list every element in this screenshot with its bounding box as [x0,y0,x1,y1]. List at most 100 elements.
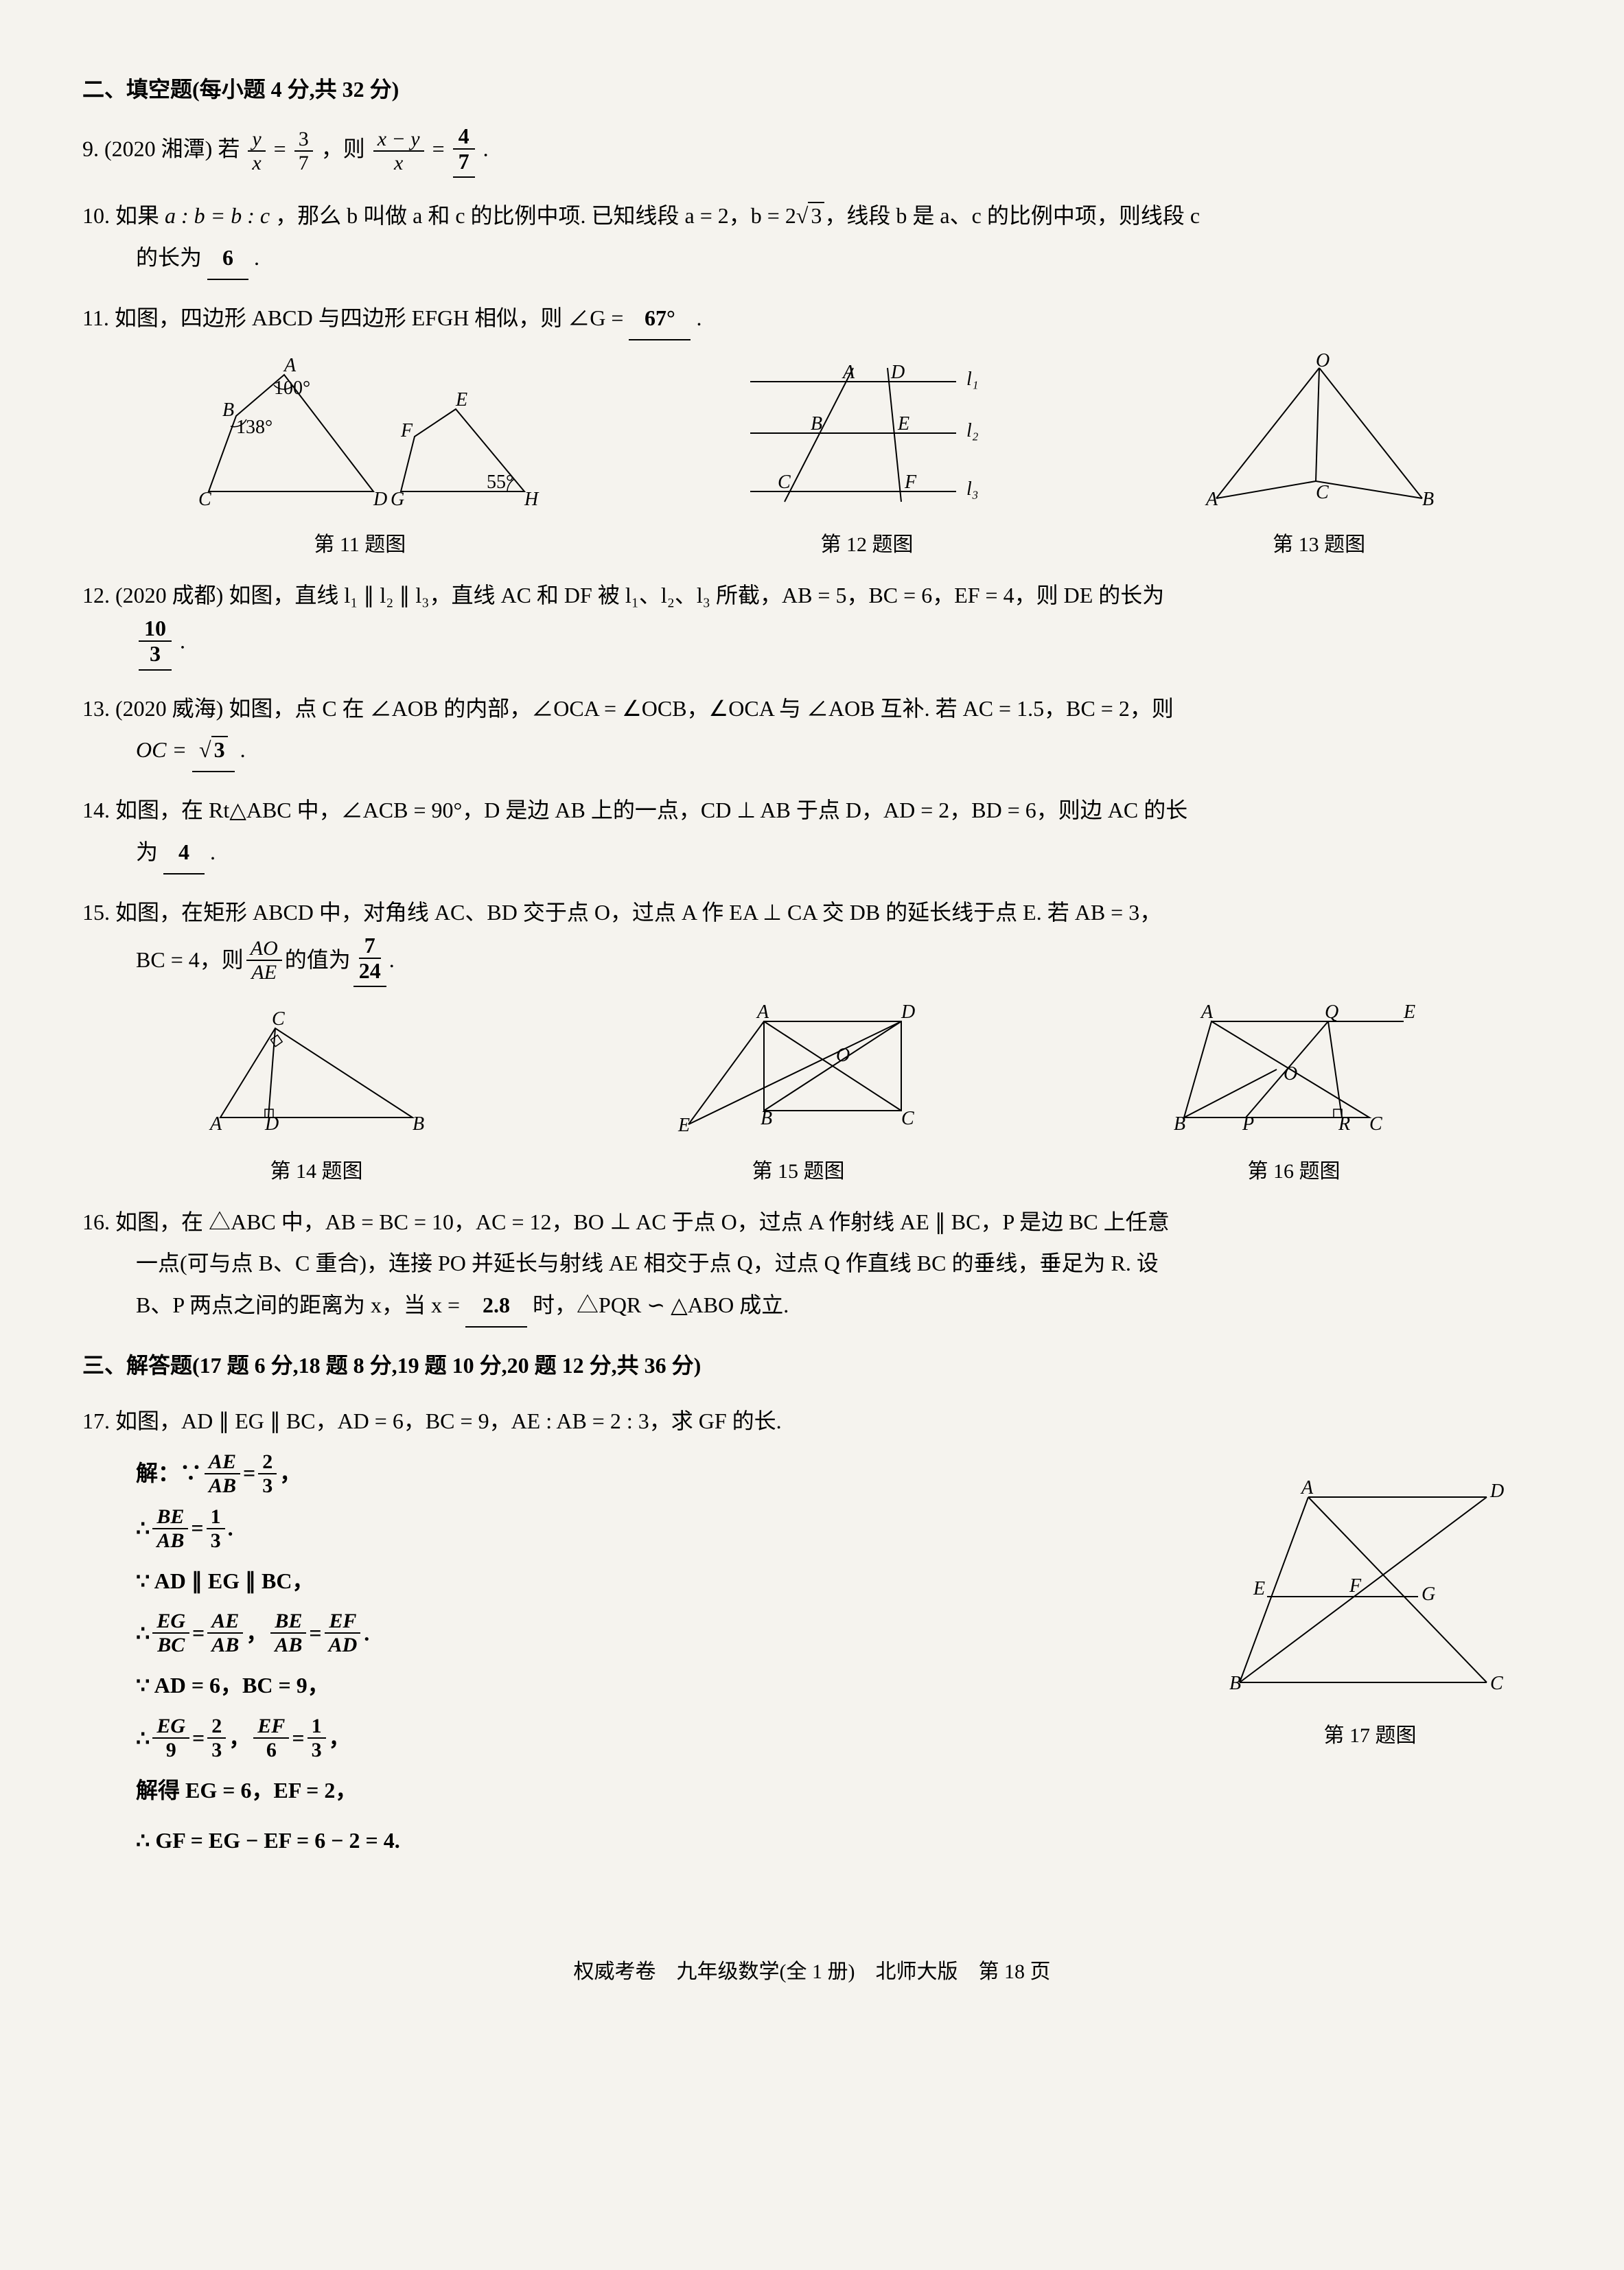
svg-text:O: O [1316,350,1330,371]
figure-14-svg: C A B D [200,1015,433,1131]
svg-text:A: A [1300,1477,1314,1498]
question-15: 15. 如图，在矩形 ABCD 中，对角线 AC、BD 交于点 O，过点 A 作… [82,892,1542,987]
q10-sqrt: 3 [796,195,825,237]
q9-f1-den: x [248,152,265,174]
q15-answer: 7 24 [353,934,386,987]
s-l2a: ∴ [136,1507,150,1549]
q9-frac2: 3 7 [294,128,313,174]
q10-l1b: a : b = b : c [165,203,270,228]
q13-l2a: OC = [136,737,192,762]
question-9: 9. (2020 湘潭) 若 y x = 3 7 ，则 x − y x = 4 … [82,124,1542,178]
s-l1d: AB [205,1474,240,1497]
figure-17-svg: A D E F G B C [1226,1483,1514,1696]
s-l4d2: AB [207,1634,243,1656]
q10-l2a: 的长为 [136,245,202,270]
figure-13-svg: O A B C [1196,361,1443,505]
s-l6n3: EF [253,1715,289,1739]
svg-text:A: A [756,1001,769,1023]
q15-frac-num: AO [246,937,282,961]
caption-11: 第 11 题图 [181,525,538,564]
q13-answer: 3 [192,729,235,772]
figure-12-svg: A B C D E F l₁ l₂ l₃ [736,361,997,505]
figure-11-svg: A B C D 100° 138° E F G H 55° [181,361,538,505]
figures-row-1: A B C D 100° 138° E F G H 55° 第 11 题图 A [82,361,1542,565]
q10-sqrt-rad: 3 [808,202,824,228]
svg-text:138°: 138° [236,417,272,438]
s-l7: 解得 EG = 6，EF = 2， [136,1770,1198,1811]
caption-12: 第 12 题图 [736,525,997,564]
s-l6d1: 9 [162,1739,181,1761]
figure-14: C A B D 第 14 题图 [200,1015,433,1191]
s-l4d4: AD [325,1634,362,1656]
svg-text:E: E [1253,1578,1265,1599]
q13-ans-rad: 3 [211,736,228,762]
q13-l2b: . [240,737,246,762]
page-footer: 权威考卷 九年级数学(全 1 册) 北师大版 第 18 页 [82,1952,1542,1991]
s-l4n4: EF [325,1610,360,1634]
s-l6n2: 2 [207,1715,226,1739]
svg-text:O: O [836,1045,850,1066]
figure-11: A B C D 100° 138° E F G H 55° 第 11 题图 [181,361,538,565]
q14-l2b: . [210,839,216,864]
s-l1c: ， [279,1452,301,1494]
s-l6n1: EG [152,1715,189,1739]
s-l2n2: 1 [207,1505,225,1529]
q11-text: 11. 如图，四边形 ABCD 与四边形 EFGH 相似，则 ∠G = [82,305,629,330]
s-l6d4: 3 [308,1739,326,1761]
s-l4n1: EG [152,1610,189,1634]
q15-ans-num: 7 [359,934,381,959]
caption-13: 第 13 题图 [1196,525,1443,564]
svg-text:O: O [1284,1063,1297,1085]
q16-l3a: B、P 两点之间的距离为 x，当 x = [136,1293,465,1317]
s-l1b: = [243,1452,255,1494]
s-l6d2: 3 [207,1739,226,1761]
svg-text:A: A [842,362,855,383]
q12-answer: 10 3 [139,616,172,670]
s-l6e1: = [192,1717,205,1759]
svg-text:D: D [373,489,387,510]
svg-text:C: C [1369,1113,1382,1135]
figure-16-svg: A Q E B P R C O [1163,1008,1424,1131]
q9-suffix: . [483,136,489,161]
q17-text: 17. 如图，AD ∥ EG ∥ BC，AD = 6，BC = 9，AE : A… [82,1400,1542,1442]
question-14: 14. 如图，在 Rt△ABC 中，∠ACB = 90°，D 是边 AB 上的一… [82,789,1542,875]
q10-l1c: ，那么 b 叫做 a 和 c 的比例中项. 已知线段 a = 2，b = 2 [275,203,796,228]
q15-l2b: 的值为 [285,939,351,981]
q15-line1: 15. 如图，在矩形 ABCD 中，对角线 AC、BD 交于点 O，过点 A 作… [82,892,1542,934]
figure-13: O A B C 第 13 题图 [1196,361,1443,565]
svg-text:D: D [264,1113,279,1135]
q13-line1: 13. (2020 威海) 如图，点 C 在 ∠AOB 的内部，∠OCA = ∠… [82,688,1542,730]
svg-text:Q: Q [1325,1001,1338,1023]
s-l2d2: 3 [207,1529,225,1552]
q9-mid: ，则 [321,136,365,161]
figure-15-svg: A D B C E O [668,1008,929,1131]
svg-text:F: F [904,472,917,493]
svg-text:B: B [1422,489,1434,510]
q10-l1a: 10. 如果 [82,203,165,228]
s-l4d1: BC [153,1634,189,1656]
figures-row-2: C A B D 第 14 题图 A D B C E O 第 15 题图 [82,1008,1542,1191]
q15-l2a: BC = 4，则 [136,939,244,981]
svg-text:A: A [209,1113,222,1135]
s-l4a: ∴ [136,1612,150,1654]
q14-line1: 14. 如图，在 Rt△ABC 中，∠ACB = 90°，D 是边 AB 上的一… [82,789,1542,831]
svg-text:A: A [1200,1001,1214,1023]
q14-l2a: 为 [136,839,158,864]
svg-text:B: B [222,399,234,421]
question-13: 13. (2020 威海) 如图，点 C 在 ∠AOB 的内部，∠OCA = ∠… [82,688,1542,773]
svg-text:A: A [283,355,297,376]
q10-l1d: ，线段 b 是 a、c 的比例中项，则线段 c [824,203,1200,228]
caption-17: 第 17 题图 [1198,1716,1542,1755]
q9-f1-num: y [248,128,265,152]
q15-frac-den: AE [247,961,281,984]
svg-text:B: B [1174,1113,1185,1135]
q9-ans-den: 7 [453,150,475,174]
s-l2c: . [228,1507,233,1549]
q12-ans-den: 3 [144,642,166,666]
q9-eq: = [274,136,292,161]
q10-answer: 6 [207,237,248,280]
s-l4n2: AE [207,1610,243,1634]
s-l6a: ∴ [136,1717,150,1759]
svg-text:H: H [524,489,540,510]
s-l8: ∴ GF = EG − EF = 6 − 2 = 4. [136,1820,1198,1862]
